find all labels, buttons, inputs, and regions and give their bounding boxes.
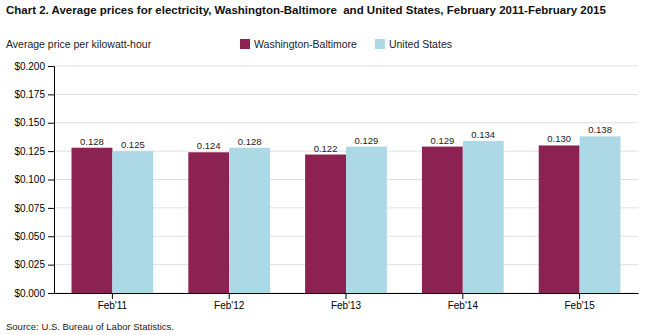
- data-label: 0.138: [588, 124, 612, 135]
- data-label: 0.129: [430, 135, 454, 146]
- y-tick-mark: [48, 208, 54, 209]
- y-tick: $0.175: [14, 89, 54, 100]
- x-tick: Feb'13: [331, 293, 362, 311]
- y-tick: $0.025: [14, 259, 54, 270]
- data-label: 0.128: [80, 136, 104, 147]
- grid-line: [54, 122, 638, 123]
- chart-title: Chart 2. Average prices for electricity,…: [6, 3, 642, 17]
- legend-label: Washington-Baltimore: [254, 38, 357, 50]
- y-tick-label: $0.125: [14, 146, 45, 157]
- y-tick-label: $0.200: [14, 61, 45, 72]
- x-tick-mark: [462, 293, 463, 299]
- source-note: Source: U.S. Bureau of Labor Statistics.: [6, 321, 174, 332]
- y-tick-label: $0.175: [14, 89, 45, 100]
- x-tick: Feb'14: [448, 293, 479, 311]
- data-label: 0.122: [314, 143, 338, 154]
- x-tick-mark: [112, 293, 113, 299]
- bar: [346, 147, 387, 293]
- chart-svg: Average price per kilowatt-hour Source: U…: [0, 0, 650, 335]
- legend-item: Washington-Baltimore: [240, 38, 357, 50]
- bar: [463, 141, 504, 293]
- bar: [72, 148, 113, 293]
- data-labels: 0.128 0.124 0.122 0.129 0.130 0.125 0.128 0.129…: [80, 124, 612, 153]
- x-tick-label: Feb'11: [98, 300, 128, 311]
- grid-line: [54, 66, 638, 67]
- y-tick: $0.150: [14, 117, 54, 128]
- y-axis-title: Average price per kilowatt-hour: [6, 38, 152, 50]
- y-tick: $0.200: [14, 61, 54, 72]
- y-tick-mark: [48, 94, 54, 95]
- y-tick-mark: [48, 151, 54, 152]
- legend-label: United States: [389, 38, 452, 50]
- y-tick-label: $0.100: [14, 174, 45, 185]
- data-label: 0.134: [471, 129, 495, 140]
- y-tick-mark: [48, 236, 54, 237]
- x-tick-mark: [346, 293, 347, 299]
- bar: [539, 145, 580, 293]
- y-tick-mark: [48, 123, 54, 124]
- data-label: 0.124: [197, 140, 221, 151]
- data-label: 0.129: [355, 135, 379, 146]
- y-tick-label: $0.025: [14, 259, 45, 270]
- bar: [422, 147, 463, 293]
- x-tick-mark: [579, 293, 580, 299]
- bar: [188, 152, 229, 293]
- y-axis-line: [48, 67, 55, 294]
- x-tick: Feb'15: [564, 293, 595, 311]
- x-tick-mark: [229, 293, 230, 299]
- y-tick: $0.125: [14, 146, 54, 157]
- y-tick-label: $0.075: [14, 203, 45, 214]
- y-tick-mark: [48, 265, 54, 266]
- bar: [580, 136, 621, 293]
- y-tick-mark: [48, 180, 54, 181]
- x-tick-label: Feb'14: [448, 300, 479, 311]
- bar: [112, 151, 153, 293]
- x-axis: Feb'11 Feb'12 Feb'13 Feb'14 Feb'15: [55, 293, 639, 311]
- y-tick-label: $0.050: [14, 231, 45, 242]
- y-tick-mark: [48, 66, 54, 67]
- y-tick: $0.100: [14, 174, 54, 185]
- data-label: 0.130: [547, 133, 571, 144]
- legend-swatch: [240, 39, 250, 49]
- y-tick: $0.075: [14, 203, 54, 214]
- grid: [54, 66, 638, 293]
- y-tick-mark: [48, 293, 54, 294]
- y-tick-label: $0.000: [14, 288, 45, 299]
- data-label: 0.125: [121, 139, 145, 150]
- legend-swatch: [375, 39, 385, 49]
- bar: [305, 155, 346, 293]
- plot-area: $0.000 $0.025 $0.050 $0.075 $0.100 $0.125 $0.1…: [14, 61, 638, 311]
- y-axis: $0.000 $0.025 $0.050 $0.075 $0.100 $0.125 $0.1…: [14, 61, 54, 299]
- data-label: 0.128: [238, 136, 262, 147]
- y-tick: $0.050: [14, 231, 54, 242]
- bars: [72, 136, 621, 293]
- x-tick-label: Feb'15: [564, 300, 595, 311]
- y-tick: $0.000: [14, 288, 54, 299]
- x-tick: Feb'12: [214, 293, 245, 311]
- legend: Washington-Baltimore United States: [240, 38, 452, 50]
- x-tick-label: Feb'12: [214, 300, 245, 311]
- grid-line: [54, 94, 638, 95]
- y-tick-label: $0.150: [14, 117, 45, 128]
- bar: [229, 148, 270, 293]
- legend-item: United States: [375, 38, 452, 50]
- x-tick-label: Feb'13: [331, 300, 362, 311]
- x-tick: Feb'11: [98, 293, 128, 311]
